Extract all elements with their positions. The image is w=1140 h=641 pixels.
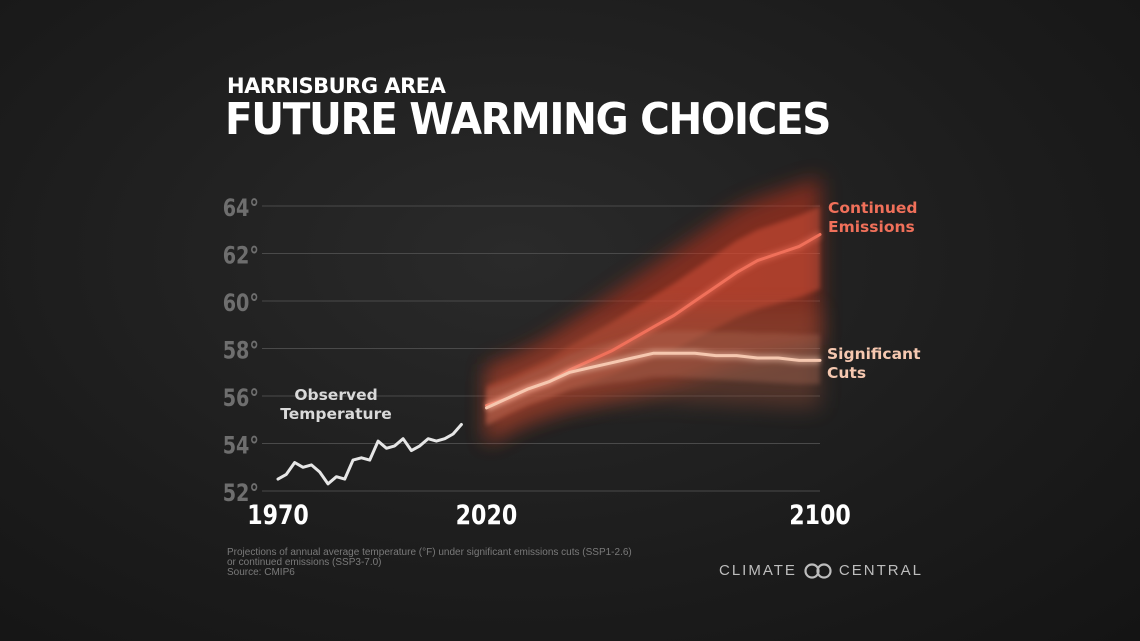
y-tick-label-62: 62° (223, 243, 259, 271)
climate-central-logo-icon (803, 562, 833, 579)
observed-temperature-line (276, 423, 463, 486)
footnote-line-2: or continued emissions (SSP3-7.0) (227, 557, 382, 568)
chart-title: FUTURE WARMING CHOICES (225, 94, 831, 145)
x-tick-label-2020: 2020 (456, 499, 518, 531)
y-tick-label-58: 58° (223, 338, 259, 366)
y-tick-label-60: 60° (223, 290, 259, 318)
y-axis-tick-labels: 52° 54° 56° 58° 60° 62° 64° (223, 195, 259, 508)
climate-central-brand: CLIMATE CENTRAL (719, 562, 923, 579)
chart-subtitle: HARRISBURG AREA (227, 74, 446, 98)
x-tick-label-1970: 1970 (247, 499, 309, 531)
significant-cuts-label: Significant Cuts (827, 345, 921, 382)
y-tick-label-56: 56° (223, 385, 259, 413)
significant-cuts-label-line-2: Cuts (827, 364, 866, 382)
brand-word-central: CENTRAL (838, 562, 923, 579)
continued-emissions-label: Continued Emissions (828, 199, 917, 236)
observed-temperature-label-line-2: Temperature (280, 405, 392, 423)
y-tick-label-64: 64° (223, 195, 259, 223)
brand-word-climate: CLIMATE (719, 562, 797, 579)
observed-temperature-label-line-1: Observed (294, 386, 377, 404)
x-tick-label-2100: 2100 (789, 499, 851, 531)
y-tick-label-52: 52° (223, 480, 259, 508)
significant-cuts-line (485, 351, 822, 410)
x-axis-tick-labels: 1970 2020 2100 (247, 499, 851, 531)
series-lines (276, 231, 822, 486)
y-tick-label-54: 54° (223, 433, 259, 461)
series-labels: Observed Temperature Continued Emissions Sig… (280, 199, 921, 423)
footnote-source: Source: CMIP6 (227, 567, 295, 578)
significant-cuts-label-line-1: Significant (827, 345, 921, 363)
uncertainty-bands (486, 177, 820, 444)
footnote-line-1: Projections of annual average temperatur… (227, 547, 632, 558)
continued-emissions-label-line-2: Emissions (828, 218, 915, 236)
continued-emissions-label-line-1: Continued (828, 199, 917, 217)
footnote: Projections of annual average temperatur… (227, 548, 687, 578)
observed-temperature-label: Observed Temperature (280, 386, 392, 423)
